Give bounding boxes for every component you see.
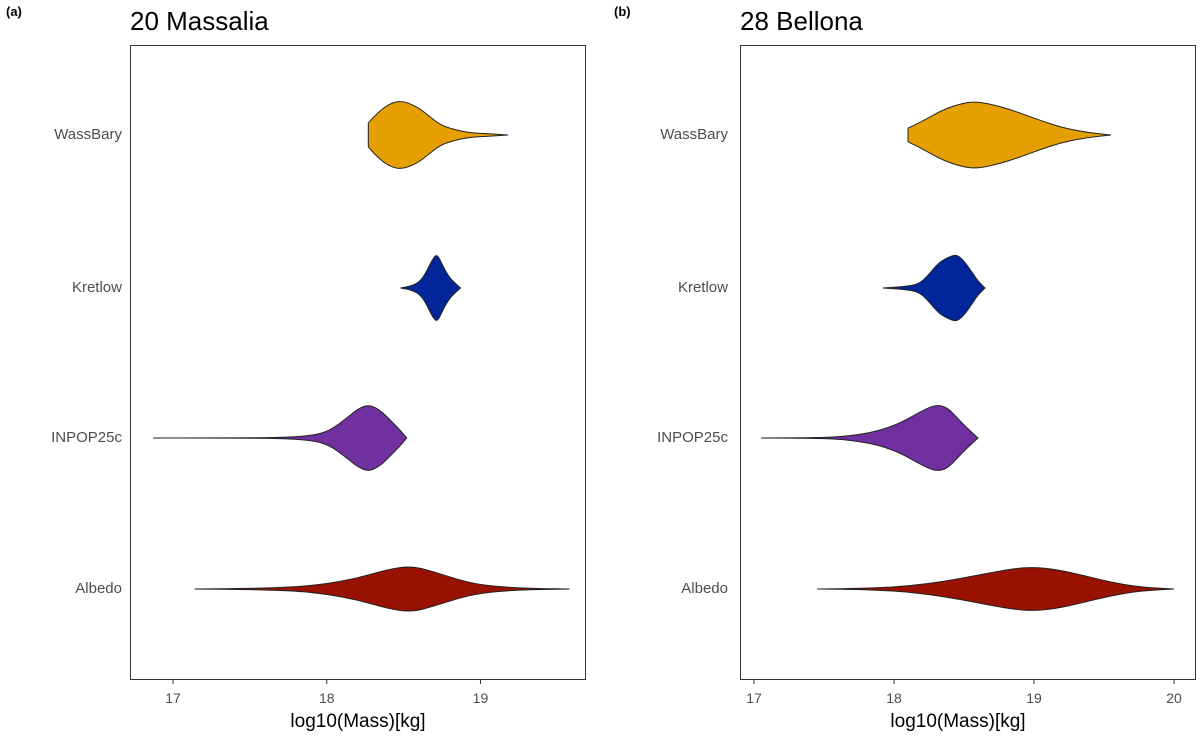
violin-albedo [816, 567, 1175, 611]
category-label: Albedo [75, 580, 122, 597]
violin-wassbary [367, 101, 509, 169]
panel-tag: (a) [6, 4, 22, 19]
plot-frame [130, 45, 586, 680]
category-labels: WassBary Kretlow INPOP25c Albedo [657, 126, 728, 597]
x-axis-title: log10(Mass)[kg] [890, 711, 1025, 732]
x-tick-label: 18 [319, 690, 335, 706]
violin-wassbary [907, 101, 1112, 169]
x-ticks: 17 18 19 [165, 680, 488, 706]
violin-inpop25c [153, 405, 408, 471]
panel-a: (a) 20 Massalia WassBary Kretlow INPOP25… [6, 4, 586, 732]
panel-b: (b) 28 Bellona WassBary Kretlow INPOP25c… [614, 4, 1196, 732]
category-label: Kretlow [72, 279, 122, 296]
plot-frame [740, 45, 1196, 680]
x-ticks: 17 18 19 20 [746, 680, 1182, 706]
category-label: Albedo [681, 580, 728, 597]
violins [153, 101, 570, 612]
x-tick-label: 18 [886, 690, 902, 706]
x-tick-label: 17 [746, 690, 762, 706]
category-label: WassBary [54, 126, 122, 143]
violin-kretlow [400, 255, 462, 321]
category-label: INPOP25c [51, 429, 122, 446]
panel-tag: (b) [614, 4, 631, 19]
panel-title: 28 Bellona [740, 6, 863, 36]
category-labels: WassBary Kretlow INPOP25c Albedo [51, 126, 122, 597]
x-axis-title: log10(Mass)[kg] [290, 711, 425, 732]
category-label: INPOP25c [657, 429, 728, 446]
x-tick-label: 19 [1026, 690, 1042, 706]
violin-inpop25c [760, 405, 979, 471]
x-tick-label: 20 [1166, 690, 1182, 706]
category-label: Kretlow [678, 279, 728, 296]
category-label: WassBary [660, 126, 728, 143]
violin-kretlow [882, 254, 986, 322]
panel-title: 20 Massalia [130, 6, 269, 36]
x-tick-label: 17 [165, 690, 181, 706]
violin-albedo [194, 566, 570, 612]
violins [760, 101, 1175, 611]
x-tick-label: 19 [473, 690, 489, 706]
